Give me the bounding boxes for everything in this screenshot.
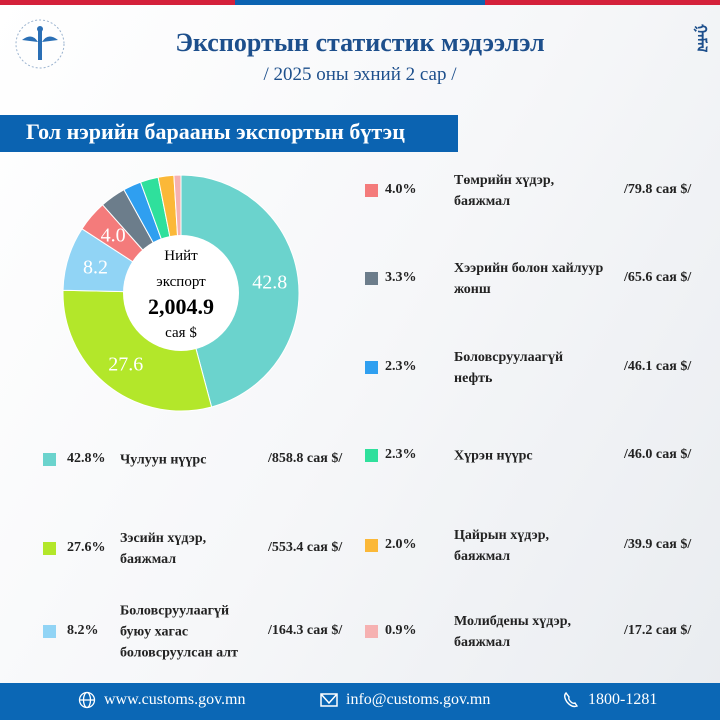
mongol-script-logo: ᠭᠠᠮᠠᠯ xyxy=(693,24,708,53)
section-banner: Гол нэрийн барааны экспортын бүтэц xyxy=(0,115,458,152)
legend-percent: 2.0% xyxy=(385,537,417,552)
legend-amount: /46.0 сая $/ xyxy=(624,447,692,462)
mail-icon xyxy=(320,693,338,707)
top-stripe-red-right xyxy=(485,0,720,5)
legend-category: Боловсруулаагүй нефть xyxy=(454,350,564,386)
legend-swatch xyxy=(365,272,378,285)
slice-label: 27.6 xyxy=(108,353,143,375)
legend-percent: 0.9% xyxy=(385,623,417,638)
legend-percent: 3.3% xyxy=(385,270,417,285)
website-link[interactable]: www.customs.gov.mn xyxy=(104,691,246,708)
legend-category: Төмрийн хүдэр, баяжмал xyxy=(454,173,555,209)
legend-category: Цайрын хүдэр, баяжмал xyxy=(454,528,550,564)
legend-category: Молибдены хүдэр, баяжмал xyxy=(454,614,571,650)
footer: www.customs.gov.mn info@customs.gov.mn 1… xyxy=(0,683,720,720)
legend-percent: 8.2% xyxy=(67,623,99,638)
phone-number[interactable]: 1800-1281 xyxy=(588,691,658,708)
legend-swatch xyxy=(365,361,378,374)
legend-swatch xyxy=(43,542,56,555)
top-stripe-red-left xyxy=(0,0,235,5)
center-label-line1: Нийт xyxy=(164,248,198,264)
slice-label: 4.0 xyxy=(101,225,126,247)
legend-amount: /46.1 сая $/ xyxy=(624,359,692,374)
phone-icon xyxy=(564,691,579,708)
legend-percent: 2.3% xyxy=(385,359,417,374)
legend-category: Хүрэн нүүрс xyxy=(454,448,533,464)
globe-icon xyxy=(78,691,96,709)
center-total: 2,004.9 xyxy=(148,294,214,319)
legend-percent: 27.6% xyxy=(67,540,106,555)
legend-swatch xyxy=(43,453,56,466)
page-subtitle: / 2025 оны эхний 2 сар / xyxy=(263,64,457,85)
legend-percent: 2.3% xyxy=(385,447,417,462)
legend-swatch xyxy=(365,184,378,197)
center-label-line2: экспорт xyxy=(156,274,206,290)
legend-amount: /858.8 сая $/ xyxy=(268,451,343,466)
slice-label: 42.8 xyxy=(252,271,287,293)
legend-amount: /79.8 сая $/ xyxy=(624,182,692,197)
legend-category: Чулуун нүүрс xyxy=(120,452,207,468)
legend-amount: /164.3 сая $/ xyxy=(268,623,343,638)
center-unit: сая $ xyxy=(165,325,197,341)
legend-amount: /65.6 сая $/ xyxy=(624,270,692,285)
legend-swatch xyxy=(365,625,378,638)
legend-category: Зэсийн хүдэр, баяжмал xyxy=(120,531,207,567)
top-stripe-blue xyxy=(235,0,485,5)
legend-swatch xyxy=(43,625,56,638)
legend-amount: /17.2 сая $/ xyxy=(624,623,692,638)
legend-amount: /553.4 сая $/ xyxy=(268,540,343,555)
footer-phone[interactable]: 1800-1281 xyxy=(562,691,657,709)
legend-swatch xyxy=(365,449,378,462)
customs-logo xyxy=(15,19,65,69)
donut-hole xyxy=(123,235,239,351)
legend-percent: 4.0% xyxy=(385,182,417,197)
legend-percent: 42.8% xyxy=(67,451,106,466)
email-link[interactable]: info@customs.gov.mn xyxy=(346,691,491,708)
legend-category: Хээрийн болон хайлуур жонш xyxy=(454,261,604,297)
slice-label: 8.2 xyxy=(83,257,108,279)
page-title: Экспортын статистик мэдээлэл xyxy=(175,28,545,57)
footer-website[interactable]: www.customs.gov.mn xyxy=(78,691,245,709)
footer-email[interactable]: info@customs.gov.mn xyxy=(320,691,490,709)
legend-swatch xyxy=(365,539,378,552)
legend-category: Боловсруулаагүй буюу хагас боловсруулсан… xyxy=(120,603,238,661)
legend-amount: /39.9 сая $/ xyxy=(624,537,692,552)
